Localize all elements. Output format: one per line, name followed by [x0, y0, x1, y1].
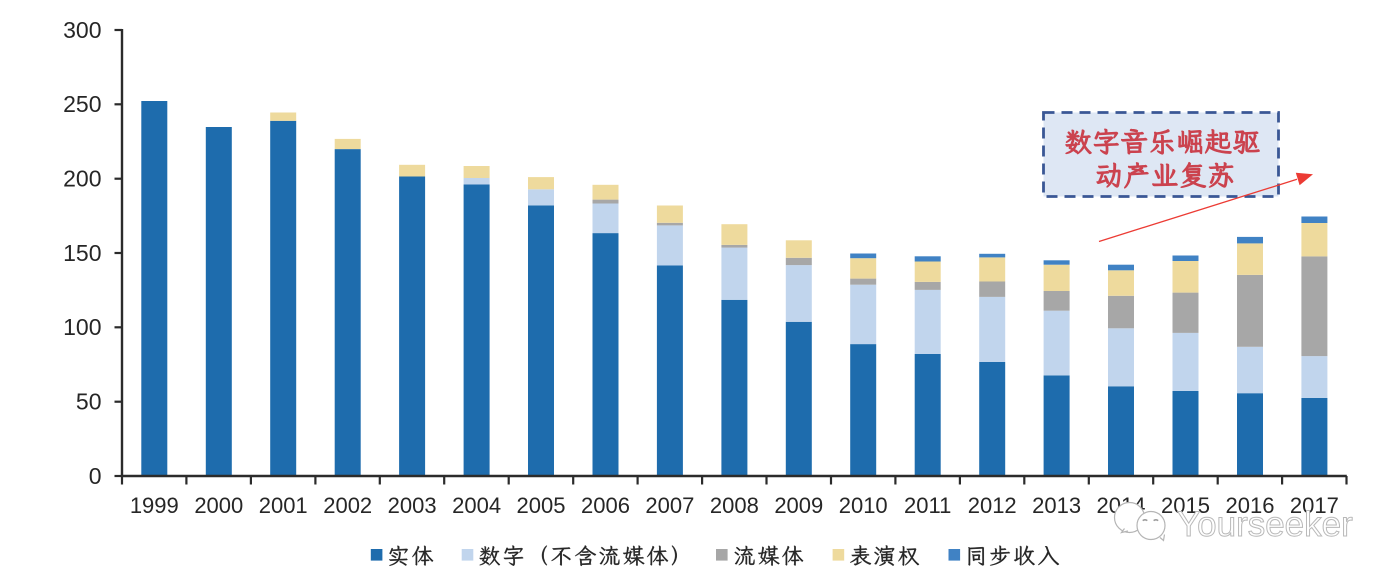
svg-text:2000: 2000: [194, 493, 243, 518]
svg-text:2012: 2012: [968, 493, 1017, 518]
svg-text:200: 200: [63, 166, 101, 192]
svg-text:2007: 2007: [645, 493, 694, 518]
svg-text:2001: 2001: [259, 493, 308, 518]
svg-text:2016: 2016: [1226, 493, 1275, 518]
svg-text:2015: 2015: [1161, 493, 1210, 518]
svg-text:2003: 2003: [388, 493, 437, 518]
svg-text:300: 300: [63, 17, 101, 43]
svg-text:2011: 2011: [904, 493, 951, 518]
svg-text:100: 100: [63, 314, 101, 340]
svg-text:0: 0: [89, 463, 102, 489]
svg-text:150: 150: [63, 240, 101, 266]
svg-text:2002: 2002: [323, 493, 372, 518]
svg-text:2013: 2013: [1032, 493, 1081, 518]
svg-text:2004: 2004: [452, 493, 501, 518]
svg-text:1999: 1999: [130, 493, 179, 518]
svg-text:2005: 2005: [517, 493, 566, 518]
svg-text:2009: 2009: [774, 493, 823, 518]
svg-text:2010: 2010: [839, 493, 888, 518]
svg-text:2008: 2008: [710, 493, 759, 518]
svg-text:2017: 2017: [1290, 493, 1339, 518]
svg-text:Yourseeker: Yourseeker: [1177, 505, 1353, 544]
svg-text:50: 50: [76, 389, 102, 415]
svg-text:2006: 2006: [581, 493, 630, 518]
svg-text:250: 250: [63, 91, 101, 117]
